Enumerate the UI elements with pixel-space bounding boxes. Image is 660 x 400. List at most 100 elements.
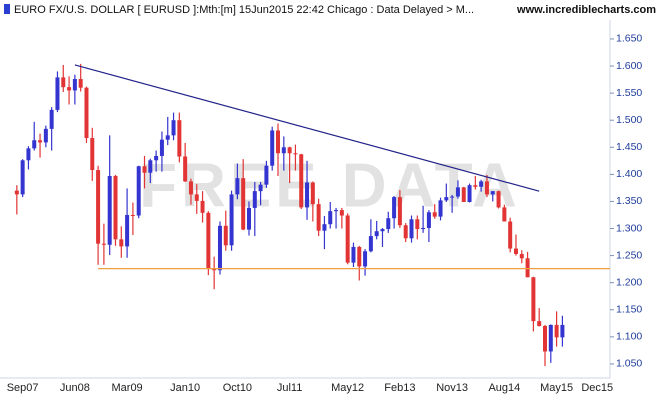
x-tick-label: Feb13	[384, 382, 415, 394]
x-tick-label: Mar09	[112, 382, 143, 394]
candle-body	[334, 210, 339, 212]
candle-body	[397, 197, 402, 226]
x-tick-label: Nov13	[436, 382, 468, 394]
candle-body	[432, 212, 437, 217]
candle-body	[525, 258, 530, 278]
candle-body	[67, 87, 72, 91]
y-tick-label: 1.600	[616, 60, 642, 72]
candle-body	[142, 166, 147, 173]
candle-body	[421, 227, 426, 230]
candle-body	[165, 135, 170, 140]
candle-body	[43, 128, 48, 143]
candle-body	[55, 77, 60, 110]
candle-body	[84, 87, 89, 139]
candle-body	[188, 181, 193, 195]
candle-body	[415, 219, 420, 230]
candle-body	[246, 207, 251, 230]
candle-body	[560, 324, 565, 338]
candle-body	[148, 160, 153, 173]
candle-body	[26, 148, 31, 161]
candle-body	[252, 191, 257, 208]
candle-body	[519, 253, 524, 259]
y-tick-label: 1.550	[616, 87, 642, 99]
candle-body	[223, 225, 228, 246]
candle-body	[159, 139, 164, 156]
candle-body	[542, 326, 547, 352]
candle-body	[502, 207, 507, 222]
candle-body	[322, 224, 327, 231]
candle-body	[119, 239, 124, 247]
candle-body	[130, 214, 135, 216]
candle-body	[508, 221, 513, 249]
candle-body	[531, 277, 536, 322]
x-tick-label: Oct10	[223, 382, 252, 394]
candle-body	[554, 324, 559, 338]
candle-body	[96, 170, 101, 244]
candle-body	[281, 147, 286, 154]
candle-body	[374, 231, 379, 237]
candle-body	[490, 191, 495, 195]
candle-body	[264, 165, 269, 185]
candle-body	[90, 138, 95, 171]
candle-body	[229, 194, 234, 246]
candle-body	[200, 200, 205, 213]
candle-body	[287, 147, 292, 154]
candle-body	[316, 204, 321, 231]
candle-body	[368, 236, 373, 252]
candle-body	[328, 211, 333, 225]
candle-body	[194, 194, 199, 201]
y-tick-label: 1.450	[616, 141, 642, 153]
candle-body	[467, 185, 472, 202]
candle-body	[107, 175, 112, 245]
y-tick-label: 1.300	[616, 222, 642, 234]
y-tick-label: 1.100	[616, 331, 642, 343]
candle-body	[484, 181, 489, 195]
x-tick-label: Jun08	[60, 382, 90, 394]
candle-body	[78, 79, 83, 88]
y-tick-label: 1.650	[616, 33, 642, 45]
candle-body	[357, 246, 362, 267]
candle-body	[339, 210, 344, 216]
candle-body	[217, 225, 222, 271]
candle-body	[548, 324, 553, 352]
candle-body	[258, 184, 263, 192]
candle-body	[61, 77, 66, 88]
candle-body	[351, 246, 356, 263]
candle-body	[38, 140, 43, 143]
y-tick-label: 1.500	[616, 114, 642, 126]
x-tick-label: May12	[331, 382, 364, 394]
candle-body	[444, 197, 449, 201]
candle-body	[125, 214, 130, 247]
candle-body	[363, 251, 368, 267]
candle-body	[14, 190, 19, 195]
candle-body	[403, 225, 408, 239]
y-tick-label: 1.050	[616, 358, 642, 370]
candle-body	[461, 187, 466, 202]
candle-body	[293, 153, 298, 155]
x-tick-label: May15	[540, 382, 573, 394]
candle-body	[299, 154, 304, 208]
x-tick-label: Aug14	[488, 382, 520, 394]
candle-body	[305, 182, 310, 208]
candle-body	[270, 130, 275, 166]
trend-line	[74, 64, 540, 192]
candle-body	[206, 212, 211, 269]
candle-body	[496, 191, 501, 208]
candle-body	[171, 120, 176, 136]
candle-body	[32, 140, 37, 149]
candle-body	[409, 219, 414, 239]
x-tick-label: Dec15	[581, 382, 613, 394]
candle-body	[455, 187, 460, 197]
candle-body	[113, 175, 118, 240]
candle-body	[177, 120, 182, 157]
candle-body	[392, 197, 397, 219]
candle-body	[276, 130, 281, 154]
y-tick-label: 1.400	[616, 168, 642, 180]
source: www.incrediblecharts.com	[516, 4, 656, 16]
candle-body	[380, 229, 385, 232]
candle-body	[183, 156, 188, 182]
candle-body	[345, 215, 350, 263]
x-tick-label: Jan10	[170, 382, 200, 394]
candle-body	[473, 185, 478, 187]
